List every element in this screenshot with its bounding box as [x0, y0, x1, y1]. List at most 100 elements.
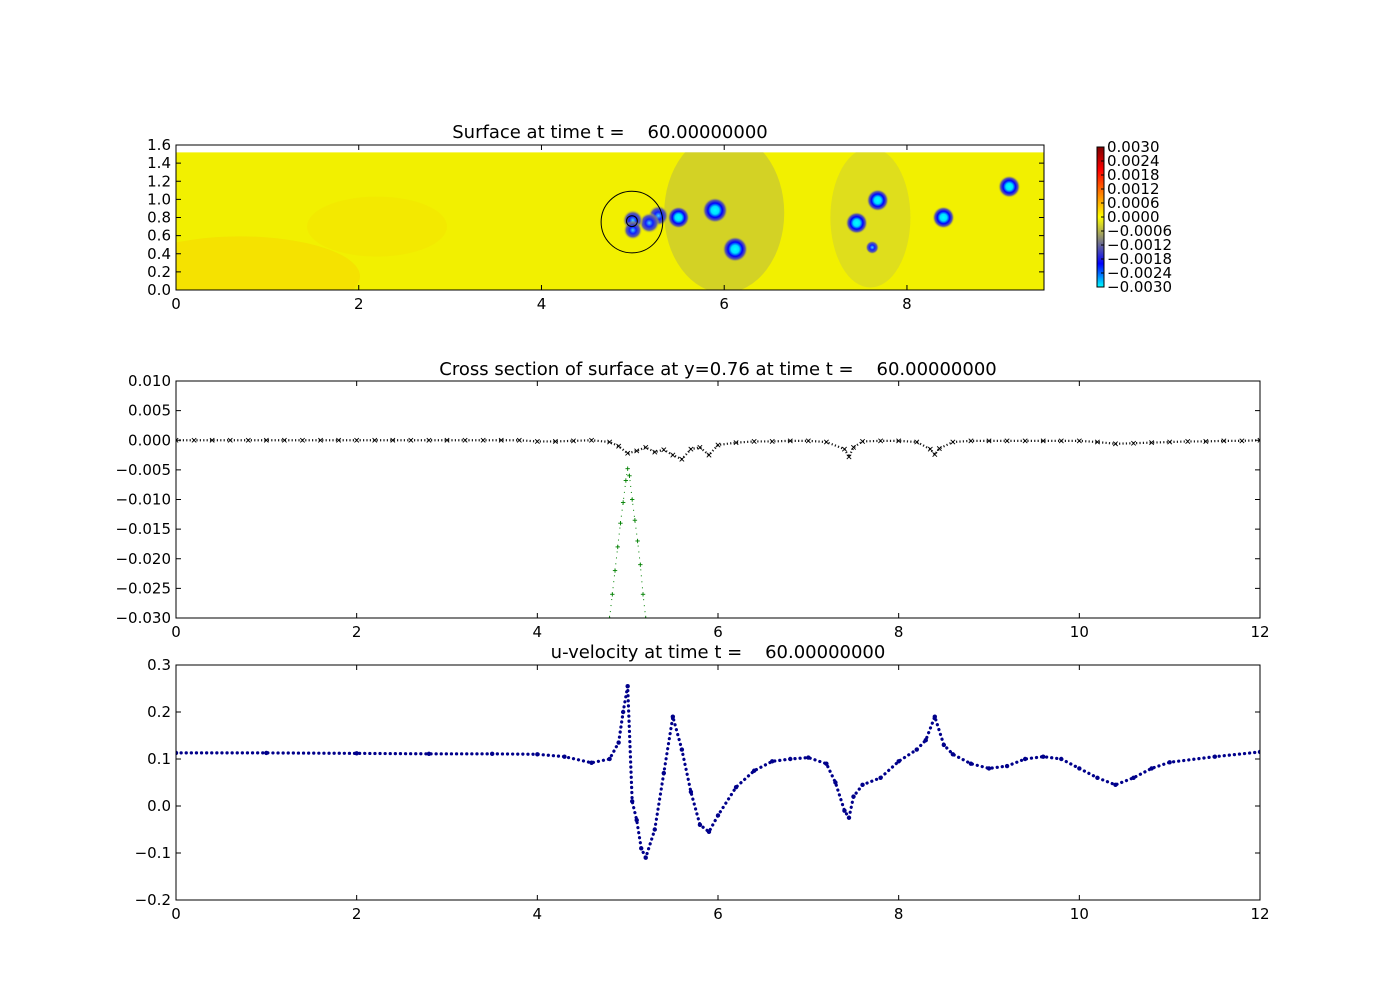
u-velocity-point: [833, 780, 838, 785]
cross-section-point: [1221, 438, 1227, 444]
heatmap-y-tick-label: 0.0: [147, 281, 171, 299]
u-velocity-point: [661, 770, 666, 776]
colorbar-tick-label: −0.0018: [1107, 250, 1172, 268]
u-velocity-point: [354, 751, 359, 756]
u-velocity-point: [968, 761, 974, 766]
cross-section-point-stroke: [697, 444, 703, 450]
body-profile-point: [632, 518, 638, 523]
u-velocity-marks: [176, 683, 1260, 863]
cross-section-y-tick-label: −0.030: [115, 609, 171, 627]
cross-section-point-stroke: [176, 437, 179, 441]
u-velocity-x-tick-label: 10: [1070, 905, 1089, 923]
cross-section-point: [1149, 440, 1155, 446]
u-velocity-point: [1059, 756, 1064, 762]
u-velocity-x-tick-label: 12: [1250, 905, 1269, 923]
body-profile-point: [607, 615, 612, 618]
u-velocity-x-tick-label: 0: [171, 905, 181, 923]
u-velocity-point: [639, 846, 644, 851]
cross-section-y-tick-label: 0.000: [128, 431, 171, 449]
cross-section-point-stroke: [914, 439, 920, 445]
u-velocity-point: [842, 808, 847, 813]
cross-section-point-stroke: [176, 439, 179, 443]
cross-section-trace: [176, 439, 1260, 461]
colorbar-tick-label: 0.0024: [1107, 152, 1160, 170]
cross-section-point-stroke: [715, 442, 721, 448]
cross-section-x-tick-label: 0: [171, 623, 181, 641]
u-velocity-point: [670, 714, 676, 719]
cross-section-point-stroke: [426, 437, 432, 443]
cross-section-point-stroke: [209, 437, 215, 443]
cross-section-x-tick-label: 6: [713, 623, 723, 641]
u-velocity-point: [589, 760, 594, 765]
heatmap-feature: [623, 220, 643, 240]
cross-section-point: [552, 438, 558, 444]
heatmap-wake-region: [664, 152, 785, 290]
u-velocity-point: [643, 855, 648, 860]
cross-section-point-stroke: [227, 437, 233, 443]
heatmap-x-tick-label: 6: [719, 295, 729, 313]
cross-section-point: [715, 442, 721, 448]
body-outline-circle: [625, 215, 638, 228]
heatmap-feature: [866, 189, 889, 212]
heatmap-feature: [998, 175, 1021, 198]
cross-section-point-stroke: [616, 443, 622, 449]
cross-section-point-stroke: [372, 437, 378, 443]
cross-section-point: [516, 437, 522, 443]
cross-section-point: [914, 439, 920, 445]
u-velocity-point: [715, 813, 721, 818]
u-velocity-point: [697, 822, 703, 827]
cross-section-x-tick-label: 12: [1250, 623, 1269, 641]
u-velocity-point: [625, 683, 630, 689]
cross-section-point-stroke: [570, 438, 576, 444]
cross-section-point-stroke: [263, 437, 269, 443]
cross-section-point: [176, 437, 179, 443]
heatmap-frame: [175, 144, 1045, 291]
heatmap-feature: [702, 197, 729, 224]
cross-section-frame: [175, 380, 1261, 619]
cross-section-point: [209, 437, 215, 443]
cross-section-point: [1040, 438, 1046, 444]
u-velocity-point: [535, 752, 540, 757]
body-profile-point: [643, 615, 648, 618]
body-profile-point: [640, 592, 646, 597]
cross-section-y-tick-label: −0.005: [115, 461, 171, 479]
u-velocity-point: [788, 756, 793, 762]
cross-section-point: [318, 437, 324, 443]
cross-section-axes: 0 2 4 6 8 10 12 0.010 0.005 0.000 −0.005 −0.010 −0.0…: [115, 372, 1269, 641]
cross-section-point-stroke: [625, 450, 631, 456]
cross-section-point: [1167, 439, 1173, 445]
colorbar-tick-label: 0.0030: [1107, 138, 1160, 156]
body-profile-point: [635, 538, 640, 544]
u-velocity-y-tick-label: 0.2: [147, 703, 171, 721]
u-velocity-trace: [176, 685, 1260, 863]
heatmap-wake-region: [830, 152, 911, 288]
body-profile-point: [610, 592, 615, 597]
u-velocity-point: [878, 775, 883, 780]
u-velocity-y-tick-label: −0.1: [135, 844, 171, 862]
cross-section-title: Cross section of surface at y=0.76 at ti…: [439, 359, 996, 380]
body-profile-point: [638, 562, 643, 567]
cross-section-point-stroke: [1040, 438, 1046, 444]
cross-section-point-stroke: [968, 438, 974, 444]
surface-heatmap-axes: 0 2 4 6 8 0.00.20.40.60.81.01.21.41.6: [147, 136, 1045, 313]
heatmap-feature: [667, 206, 690, 229]
cross-section-point: [372, 437, 378, 443]
u-velocity-point: [1167, 760, 1172, 765]
cross-section-point-stroke: [390, 437, 396, 443]
u-velocity-point: [629, 799, 635, 804]
u-velocity-frame: [175, 664, 1261, 901]
u-velocity-point: [1113, 782, 1118, 788]
cross-section-point: [263, 437, 269, 443]
colorbar-tick-label: 0.0006: [1107, 194, 1160, 212]
cross-section-y-tick-label: −0.010: [115, 491, 171, 509]
cross-section-point: [986, 438, 992, 444]
cross-section-point-stroke: [1112, 441, 1118, 447]
cross-section-point-stroke: [1257, 437, 1260, 441]
colorbar-tick-label: −0.0030: [1107, 278, 1172, 296]
u-velocity-axes: 0 2 4 6 8 10 12 0.3 0.2 0.1 0.0 −0.1 −0.2: [135, 656, 1270, 923]
cross-section-point-stroke: [769, 438, 775, 444]
cross-section-point: [787, 438, 793, 444]
cross-section-point-stroke: [927, 446, 933, 452]
heatmap-feature: [932, 206, 955, 229]
colorbar-tick-label: −0.0024: [1107, 264, 1172, 282]
